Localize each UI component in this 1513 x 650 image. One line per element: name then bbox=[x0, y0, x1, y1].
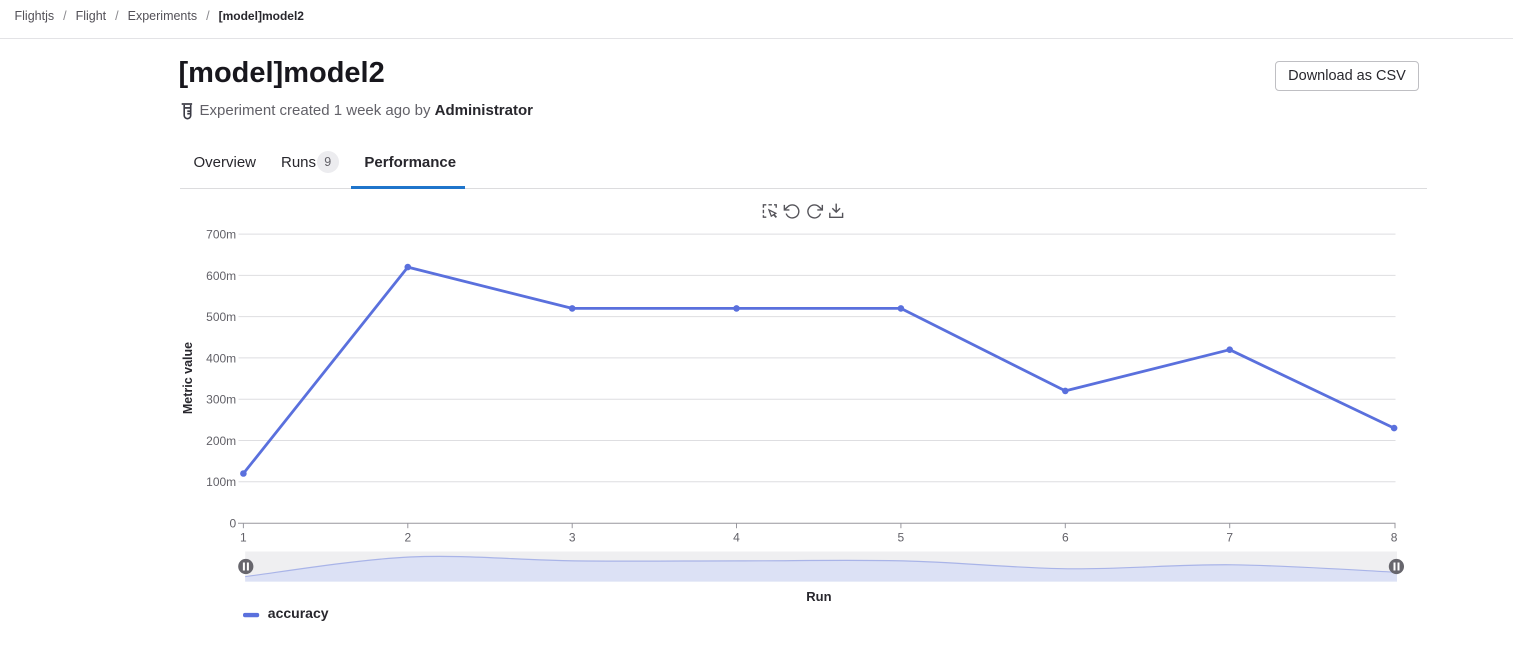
svg-text:500m: 500m bbox=[206, 310, 236, 324]
svg-text:2: 2 bbox=[404, 531, 411, 545]
svg-text:5: 5 bbox=[898, 531, 905, 545]
svg-text:3: 3 bbox=[569, 531, 576, 545]
svg-text:4: 4 bbox=[733, 531, 740, 545]
svg-text:6: 6 bbox=[1062, 531, 1069, 545]
svg-text:100m: 100m bbox=[206, 475, 236, 489]
svg-text:7: 7 bbox=[1226, 531, 1233, 545]
svg-text:Run: Run bbox=[806, 589, 831, 604]
svg-text:300m: 300m bbox=[206, 393, 236, 407]
svg-text:8: 8 bbox=[1391, 531, 1398, 545]
svg-text:accuracy: accuracy bbox=[268, 605, 329, 621]
svg-text:Metric value: Metric value bbox=[181, 342, 195, 414]
svg-text:600m: 600m bbox=[206, 269, 236, 283]
svg-text:200m: 200m bbox=[206, 434, 236, 448]
svg-text:1: 1 bbox=[240, 531, 247, 545]
svg-text:700m: 700m bbox=[206, 228, 236, 242]
svg-text:0: 0 bbox=[230, 516, 237, 530]
svg-text:400m: 400m bbox=[206, 351, 236, 365]
